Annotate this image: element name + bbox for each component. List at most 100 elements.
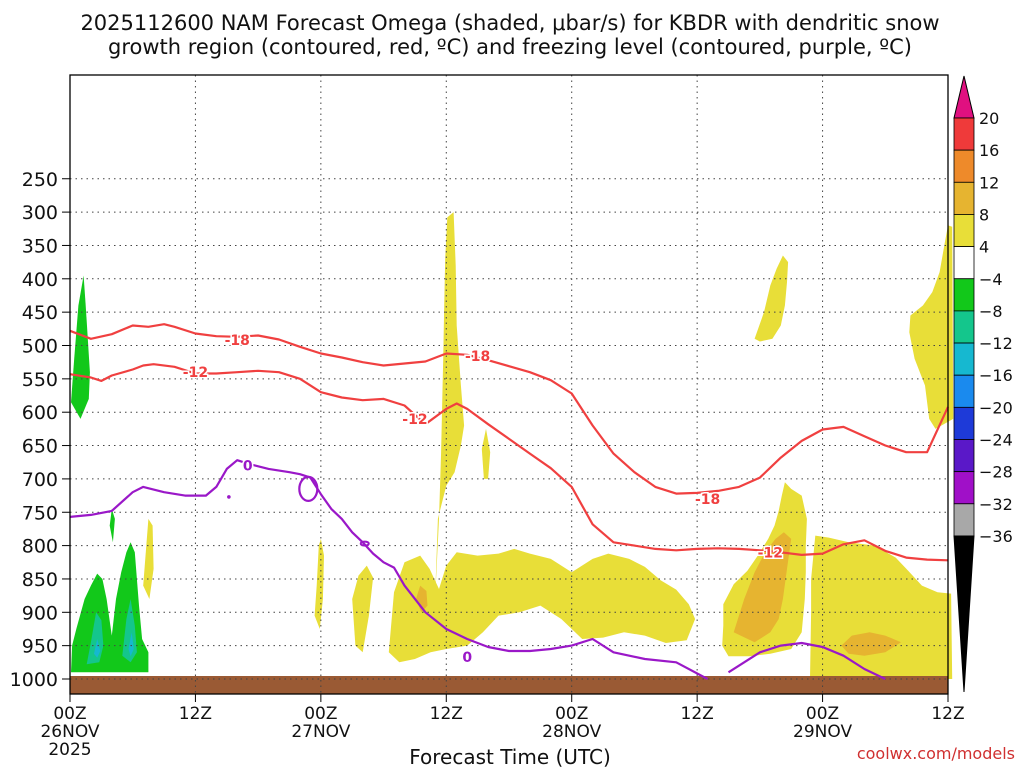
- colorbar-label-2: 12: [979, 173, 999, 192]
- contour-lines: [69, 323, 949, 680]
- colorbar-label-4: 4: [979, 238, 989, 257]
- colorbar-label-12: −32: [979, 495, 1013, 514]
- x-year-label-0: 2025: [48, 740, 91, 760]
- contour-label-0: -18: [225, 333, 250, 349]
- colorbar-label-9: −20: [979, 398, 1013, 417]
- colorbar-band-6: [953, 310, 975, 344]
- chart-title-line2: growth region (contoured, red, ºC) and f…: [108, 35, 912, 59]
- colorbar-band-8: [953, 374, 975, 408]
- colorbar-bottom-arrow: [953, 535, 975, 693]
- colorbar-band-2: [953, 181, 975, 215]
- contour-label-6: 0: [243, 459, 253, 475]
- omega-shade-6: [143, 518, 154, 599]
- x-date-label-0: 26NOV: [40, 722, 99, 742]
- omega-shade-17: [94, 639, 101, 658]
- contour-line-2: [69, 459, 709, 680]
- omega-shade-10: [733, 532, 792, 643]
- contour-line-1: [69, 363, 949, 562]
- omega-shade-11: [841, 632, 901, 656]
- colorbar-label-1: 16: [979, 141, 999, 160]
- contour-label-1: -12: [183, 365, 208, 381]
- omega-shade-13: [71, 275, 90, 419]
- colorbar-label-5: −4: [979, 270, 1003, 289]
- omega-shade-3: [909, 225, 954, 429]
- y-tick-label-350: 350: [22, 235, 58, 257]
- x-tick-label-60: 12Z: [681, 704, 714, 724]
- x-date-label-72: 29NOV: [793, 722, 852, 742]
- x-tick-label-36: 12Z: [430, 704, 463, 724]
- y-tick-label-700: 700: [22, 469, 58, 491]
- contour-line-0: [69, 323, 949, 495]
- colorbar-label-10: −24: [979, 431, 1013, 450]
- y-tick-label-800: 800: [22, 536, 58, 558]
- colorbar-band-5: [953, 278, 975, 312]
- y-tick-label-450: 450: [22, 302, 58, 324]
- freezing-loop: [298, 475, 319, 503]
- omega-shade-18: [128, 632, 134, 657]
- y-tick-label-950: 950: [22, 636, 58, 658]
- colorbar-label-0: 20: [979, 109, 999, 128]
- colorbar-band-0: [953, 117, 975, 151]
- y-tick-label-550: 550: [22, 369, 58, 391]
- contour-labels: -18 -12 -18 -12 -18 -12 0 0: [181, 332, 784, 668]
- contour-label-7: 0: [462, 650, 472, 666]
- y-tick-label-600: 600: [22, 402, 58, 424]
- y-tick-label-750: 750: [22, 502, 58, 524]
- colorbar-band-3: [953, 214, 975, 247]
- colorbar-top-arrow: [953, 75, 975, 119]
- omega-shade-4: [352, 565, 374, 653]
- freezing-dot-2: [359, 540, 370, 547]
- colorbar-label-6: −8: [979, 302, 1003, 321]
- omega-shade-19: [109, 508, 115, 543]
- omega-shade-5: [314, 538, 324, 629]
- contour-label-5: -12: [758, 545, 783, 561]
- chart-title-line1: 2025112600 NAM Forecast Omega (shaded, μ…: [80, 11, 939, 35]
- plot-area: -18 -12 -18 -12 -18 -12 0 0: [69, 74, 954, 695]
- x-tick-label-48: 00Z: [555, 704, 588, 724]
- contour-label-4: -18: [695, 492, 720, 508]
- colorbar-label-13: −36: [979, 527, 1013, 546]
- contour-label-2: -18: [465, 349, 490, 365]
- omega-shade-7: [388, 548, 696, 663]
- y-axis: 250 300 350 400 450 500 550 600 650 700 750 800 850 9…: [10, 169, 70, 691]
- colorbar-label-3: 8: [979, 205, 989, 224]
- freezing-dot-1: [227, 495, 231, 499]
- colorbar-band-1: [953, 149, 975, 183]
- omega-shade-9: [810, 535, 953, 679]
- y-tick-label-650: 650: [22, 436, 58, 458]
- y-tick-label-1000: 1000: [10, 669, 58, 691]
- omega-colorbar: 20 16 12 8 4 −4 −8 −12 −16 −20 −24 −28 −32 −36: [953, 75, 1013, 693]
- plot-frame: [69, 74, 949, 695]
- colorbar-band-11: [953, 471, 975, 505]
- contour-line-3: [727, 641, 886, 680]
- omega-shade-14: [71, 542, 149, 673]
- colorbar-band-4: [953, 246, 975, 280]
- ground-surface: [70, 676, 948, 694]
- colorbar-band-9: [953, 406, 975, 440]
- x-tick-label-12: 12Z: [179, 704, 212, 724]
- y-tick-label-250: 250: [22, 169, 58, 191]
- y-tick-label-400: 400: [22, 269, 58, 291]
- colorbar-band-7: [953, 342, 975, 376]
- y-tick-label-900: 900: [22, 602, 58, 624]
- y-tick-label-300: 300: [22, 202, 58, 224]
- omega-shade-1: [481, 428, 491, 479]
- credit-text: coolwx.com/models: [857, 744, 1015, 763]
- omega-shade-2: [754, 255, 789, 342]
- x-tick-label-84: 12Z: [931, 704, 964, 724]
- y-tick-label-500: 500: [22, 336, 58, 358]
- colorbar-label-11: −28: [979, 463, 1013, 482]
- x-tick-label-0: 00Z: [53, 704, 86, 724]
- contour-label-3: -12: [402, 412, 427, 428]
- x-date-label-48: 28NOV: [542, 722, 601, 742]
- x-tick-label-72: 00Z: [806, 704, 839, 724]
- colorbar-label-8: −16: [979, 366, 1013, 385]
- x-axis-label: Forecast Time (UTC): [409, 745, 611, 768]
- colorbar-band-10: [953, 439, 975, 473]
- colorbar-band-12: [953, 503, 975, 537]
- omega-shade-0: [434, 212, 465, 606]
- x-tick-label-24: 00Z: [304, 704, 337, 724]
- y-tick-label-850: 850: [22, 569, 58, 591]
